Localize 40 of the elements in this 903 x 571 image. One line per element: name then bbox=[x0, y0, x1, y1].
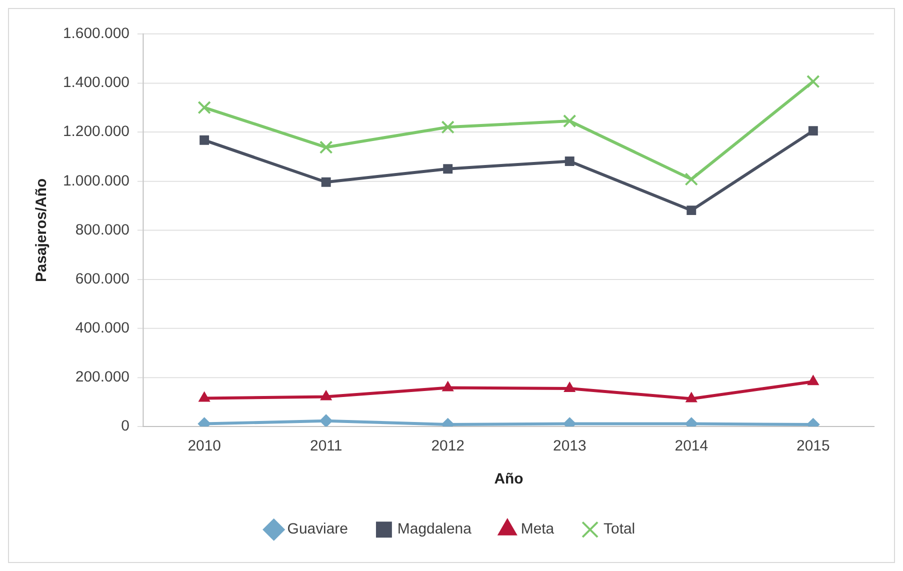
point bbox=[686, 206, 696, 216]
y-tick-label: 0 bbox=[121, 418, 130, 435]
y-tick-label: 600.000 bbox=[75, 270, 130, 288]
legend-label: Meta bbox=[520, 520, 555, 538]
point bbox=[320, 414, 333, 426]
y-tick-label: 1.400.000 bbox=[62, 74, 130, 92]
y-tick-label: 200.000 bbox=[75, 368, 130, 386]
point bbox=[321, 177, 331, 187]
y-tick-label: 400.000 bbox=[75, 319, 130, 336]
point bbox=[200, 135, 210, 145]
point bbox=[564, 382, 576, 392]
x-tick-label: 2013 bbox=[552, 438, 586, 455]
y-tick-label: 1.000.000 bbox=[62, 172, 130, 190]
legend-label: Guaviare bbox=[287, 520, 348, 538]
legend-label: Magdalena bbox=[397, 520, 472, 538]
point bbox=[198, 100, 211, 114]
point bbox=[319, 140, 333, 154]
y-axis-title: Pasajeros/Año bbox=[33, 178, 50, 282]
x-tick-label: 2012 bbox=[431, 438, 464, 455]
x-tick-label: 2014 bbox=[674, 438, 708, 455]
point bbox=[808, 126, 818, 136]
x-tick-label: 2011 bbox=[310, 438, 342, 455]
x-tick-label: 2015 bbox=[796, 438, 830, 455]
point bbox=[806, 74, 820, 88]
y-tick-label: 1.200.000 bbox=[62, 123, 130, 140]
point bbox=[320, 390, 332, 400]
point bbox=[684, 172, 698, 186]
point bbox=[443, 164, 453, 174]
point bbox=[686, 392, 698, 402]
point bbox=[562, 114, 576, 128]
y-tick-label: 800.000 bbox=[75, 221, 130, 238]
point bbox=[807, 375, 819, 386]
point bbox=[198, 392, 210, 402]
legend-label: Total bbox=[604, 520, 636, 538]
point bbox=[442, 381, 454, 392]
point bbox=[441, 120, 454, 134]
x-tick-label: 2010 bbox=[188, 438, 221, 455]
point bbox=[564, 156, 574, 166]
y-tick-label: 1.600.000 bbox=[62, 25, 130, 42]
x-axis-title: Año bbox=[494, 470, 524, 488]
